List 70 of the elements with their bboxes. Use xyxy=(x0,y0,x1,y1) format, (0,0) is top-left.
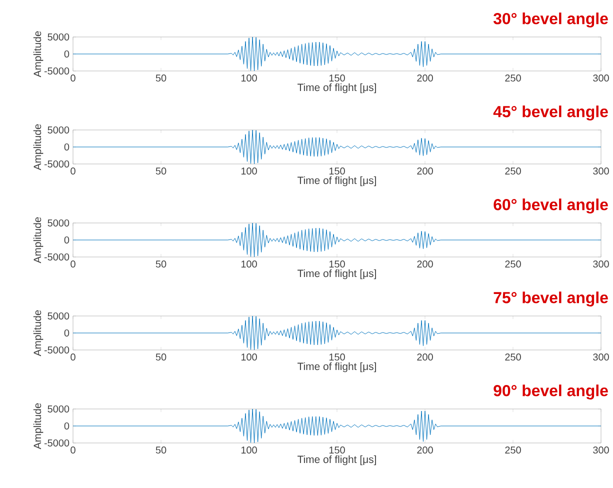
x-tick-label: 250 xyxy=(505,446,521,454)
x-axis-title: Time of flight [μs] xyxy=(298,362,376,372)
line-series xyxy=(73,222,602,257)
x-tick-label: 200 xyxy=(417,260,433,268)
y-tick-label: 0 xyxy=(64,50,70,58)
x-tick-label: 300 xyxy=(593,74,609,82)
chart-title: 30° bevel angle xyxy=(493,12,608,28)
line-series xyxy=(73,130,602,164)
x-tick-label: 0 xyxy=(70,168,76,175)
y-tick-label: -5000 xyxy=(44,67,70,75)
x-tick-label: 250 xyxy=(505,74,521,82)
x-tick-label: 200 xyxy=(417,168,433,175)
x-tick-label: 150 xyxy=(329,74,345,82)
x-axis-title: Time of flight [μs] xyxy=(298,269,376,280)
x-tick-label: 100 xyxy=(241,354,257,361)
x-tick-label: 250 xyxy=(505,168,521,175)
x-tick-label: 50 xyxy=(156,354,166,361)
x-tick-label: 200 xyxy=(417,446,433,454)
chart-title: 45° bevel angle xyxy=(493,106,608,120)
x-tick-label: 0 xyxy=(70,446,76,454)
line-series xyxy=(73,408,602,443)
x-tick-label: 300 xyxy=(593,260,609,268)
x-tick-label: 50 xyxy=(156,446,166,454)
y-tick-label: -5000 xyxy=(44,439,70,447)
y-tick-label: 0 xyxy=(64,329,70,337)
y-tick-label: 0 xyxy=(64,236,70,244)
y-axis-title: Amplitude xyxy=(33,31,44,78)
y-tick-label: 5000 xyxy=(48,126,70,134)
x-tick-label: 200 xyxy=(417,354,433,361)
x-tick-label: 300 xyxy=(593,168,609,175)
x-tick-label: 100 xyxy=(241,74,257,82)
x-axis-title: Time of flight [μs] xyxy=(298,455,376,466)
y-tick-label: -5000 xyxy=(44,346,70,354)
y-tick-label: 0 xyxy=(64,143,70,151)
x-tick-label: 50 xyxy=(156,74,166,82)
x-tick-label: 50 xyxy=(156,260,166,268)
x-tick-label: 100 xyxy=(241,260,257,268)
y-axis-title: Amplitude xyxy=(33,217,44,264)
line-series xyxy=(73,316,602,350)
x-axis-title: Time of flight [μs] xyxy=(298,176,376,186)
x-tick-label: 150 xyxy=(329,354,345,361)
y-tick-label: 5000 xyxy=(48,219,70,227)
chart-title: 75° bevel angle xyxy=(494,292,608,306)
x-tick-label: 250 xyxy=(505,260,521,268)
x-tick-label: 150 xyxy=(329,446,345,454)
x-tick-label: 150 xyxy=(329,260,345,268)
x-tick-label: 100 xyxy=(241,168,257,175)
x-tick-label: 150 xyxy=(329,168,345,175)
x-tick-label: 100 xyxy=(241,446,257,454)
y-axis-title: Amplitude xyxy=(33,124,44,170)
x-tick-label: 300 xyxy=(593,446,609,454)
chart-title: 60° bevel angle xyxy=(494,198,608,214)
x-tick-label: 50 xyxy=(156,168,166,175)
x-tick-label: 0 xyxy=(70,260,76,268)
line-series xyxy=(73,36,602,71)
x-axis-title: Time of flight [μs] xyxy=(298,83,376,94)
y-tick-label: 5000 xyxy=(48,405,70,413)
x-tick-label: 0 xyxy=(70,74,76,82)
y-axis-title: Amplitude xyxy=(33,310,44,356)
chart-title: 90° bevel angle xyxy=(494,384,608,400)
x-tick-label: 0 xyxy=(70,354,76,361)
y-tick-label: 0 xyxy=(64,422,70,430)
y-axis-title: Amplitude xyxy=(33,403,44,450)
x-tick-label: 300 xyxy=(593,354,609,361)
y-tick-label: -5000 xyxy=(44,160,70,168)
x-tick-label: 200 xyxy=(417,74,433,82)
x-tick-label: 250 xyxy=(505,354,521,361)
y-tick-label: 5000 xyxy=(48,312,70,320)
y-tick-label: -5000 xyxy=(44,253,70,261)
y-tick-label: 5000 xyxy=(48,33,70,41)
